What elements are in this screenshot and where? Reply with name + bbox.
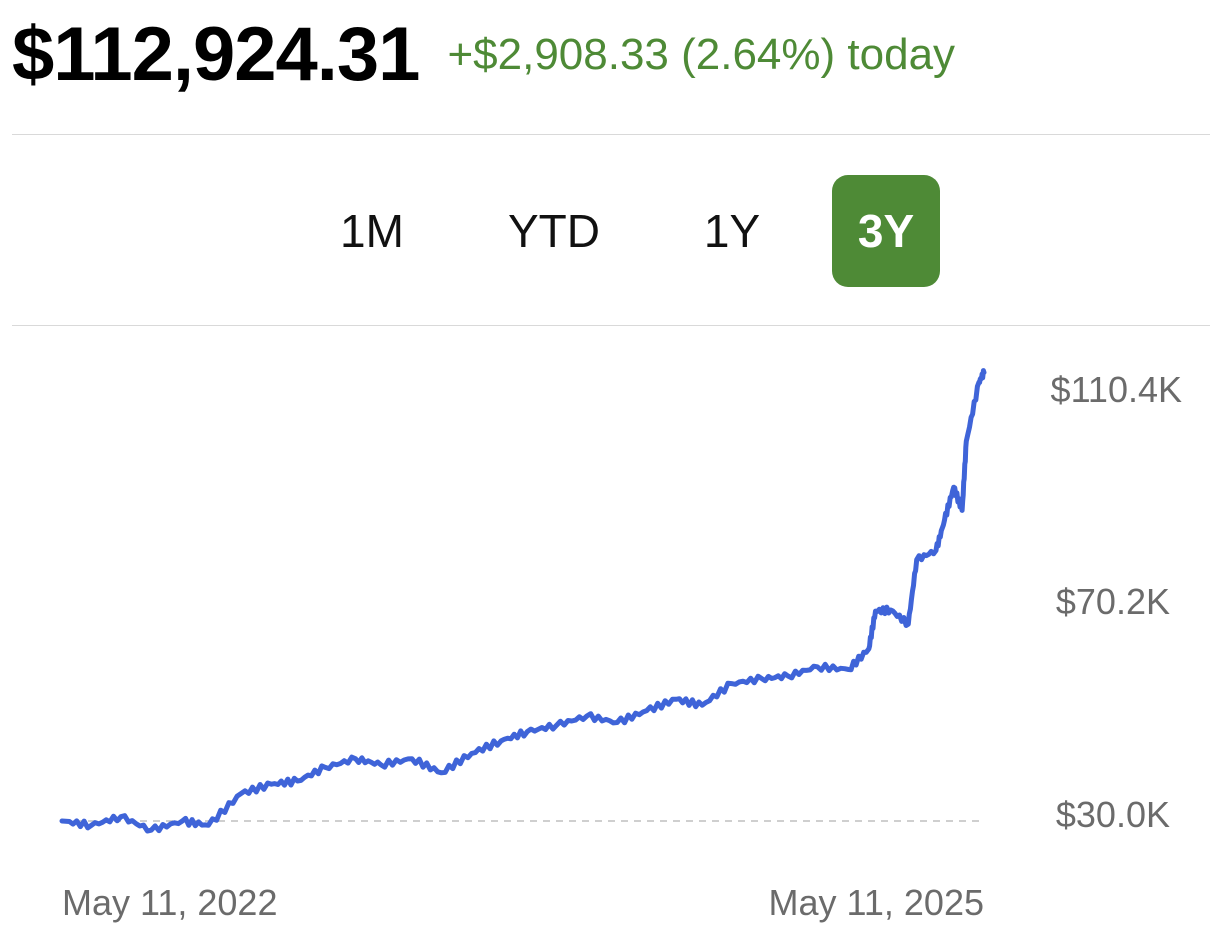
portfolio-balance: $112,924.31 [12,12,420,97]
tab-1m[interactable]: 1M [320,175,424,287]
divider-top [12,134,1210,135]
daily-change: +$2,908.33 (2.64%) today [447,30,956,79]
y-tick-label-middle: $70.2K [1056,581,1170,622]
tab-ytd[interactable]: YTD [484,175,624,287]
y-tick-label-top: $110.4K [1051,369,1182,410]
x-tick-label-start: May 11, 2022 [62,882,277,923]
portfolio-value-line [59,368,987,834]
range-tabs: 1M YTD 1Y 3Y [0,175,1210,287]
x-tick-label-end: May 11, 2025 [769,882,984,923]
tab-1y[interactable]: 1Y [680,175,784,287]
header: $112,924.31 +$2,908.33 (2.64%) today [12,10,955,100]
divider-bottom [12,325,1210,326]
portfolio-chart[interactable]: $110.4K $70.2K $30.0K May 11, 2022 May 1… [0,330,1210,940]
tab-3y[interactable]: 3Y [832,175,940,287]
y-tick-label-bottom: $30.0K [1056,794,1170,835]
